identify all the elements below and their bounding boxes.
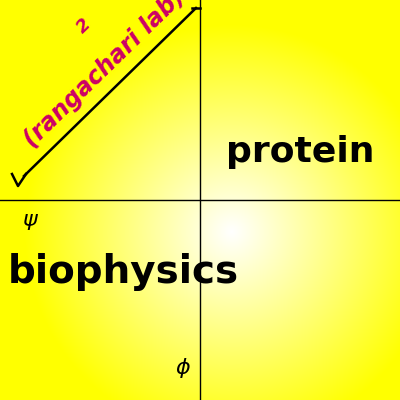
Text: biophysics: biophysics [8,253,239,291]
Text: (rangachari lab): (rangachari lab) [19,0,190,152]
Text: 2: 2 [73,15,94,37]
Text: protein: protein [226,135,374,169]
Text: ψ: ψ [22,210,37,230]
Text: ϕ: ϕ [175,358,190,378]
